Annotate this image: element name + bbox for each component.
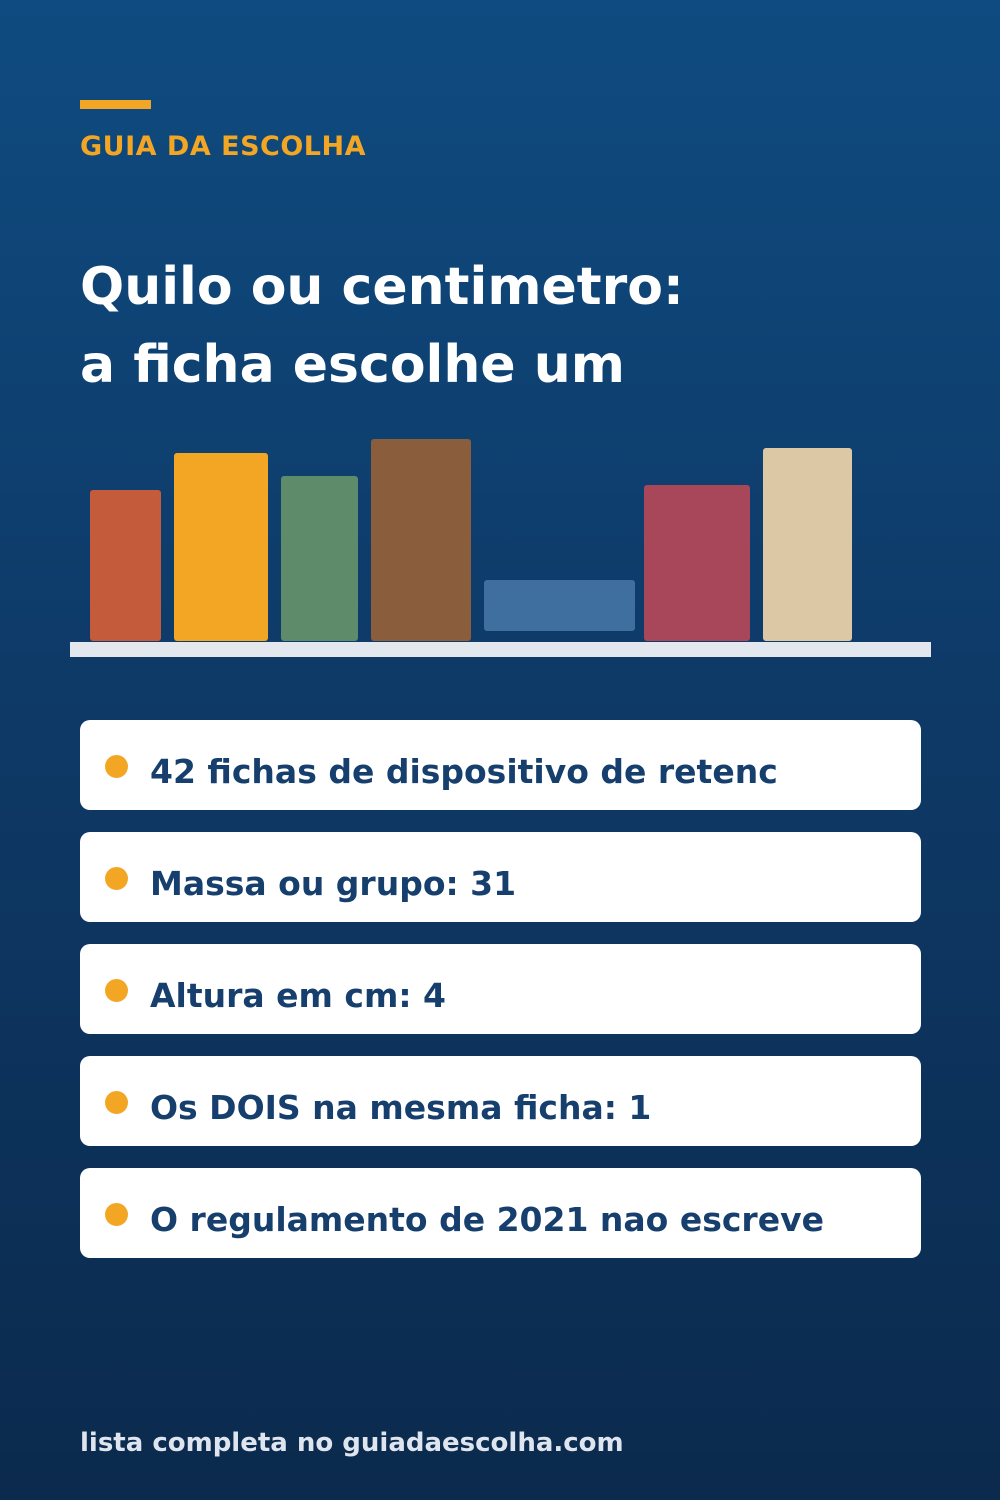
stat-text: Massa ou grupo: 31 bbox=[150, 864, 517, 903]
headline-line-2: a ficha escolhe um bbox=[80, 335, 625, 395]
stat-card: Altura em cm: 4 bbox=[80, 944, 921, 1034]
bullet-dot-icon bbox=[105, 979, 128, 1002]
stat-text: Altura em cm: 4 bbox=[150, 976, 447, 1015]
stat-list: 42 fichas de dispositivo de retenc Massa… bbox=[80, 720, 921, 1280]
stat-card: Massa ou grupo: 31 bbox=[80, 832, 921, 922]
stat-card: Os DOIS na mesma ficha: 1 bbox=[80, 1056, 921, 1146]
book-1 bbox=[90, 490, 161, 641]
stat-text: Os DOIS na mesma ficha: 1 bbox=[150, 1088, 652, 1127]
bullet-dot-icon bbox=[105, 755, 128, 778]
headline-line-1: Quilo ou centimetro: bbox=[80, 257, 684, 317]
book-4 bbox=[371, 439, 471, 641]
shelf-board bbox=[70, 642, 931, 657]
stat-card: 42 fichas de dispositivo de retenc bbox=[80, 720, 921, 810]
book-lying-flat bbox=[484, 580, 635, 631]
stat-text: 42 fichas de dispositivo de retenc bbox=[150, 752, 778, 791]
stat-card: O regulamento de 2021 nao escreve bbox=[80, 1168, 921, 1258]
brand-label: GUIA DA ESCOLHA bbox=[80, 131, 366, 162]
book-2 bbox=[174, 453, 268, 641]
footer-note: lista completa no guiadaescolha.com bbox=[80, 1428, 624, 1458]
stat-text: O regulamento de 2021 nao escreve bbox=[150, 1200, 824, 1239]
book-3 bbox=[281, 476, 358, 641]
bullet-dot-icon bbox=[105, 867, 128, 890]
bookshelf-illustration bbox=[0, 0, 1000, 700]
book-6 bbox=[763, 448, 852, 641]
accent-bar bbox=[80, 100, 151, 109]
bullet-dot-icon bbox=[105, 1091, 128, 1114]
headline: Quilo ou centimetro: a ficha escolhe um bbox=[80, 248, 960, 404]
book-5 bbox=[644, 485, 750, 641]
bullet-dot-icon bbox=[105, 1203, 128, 1226]
